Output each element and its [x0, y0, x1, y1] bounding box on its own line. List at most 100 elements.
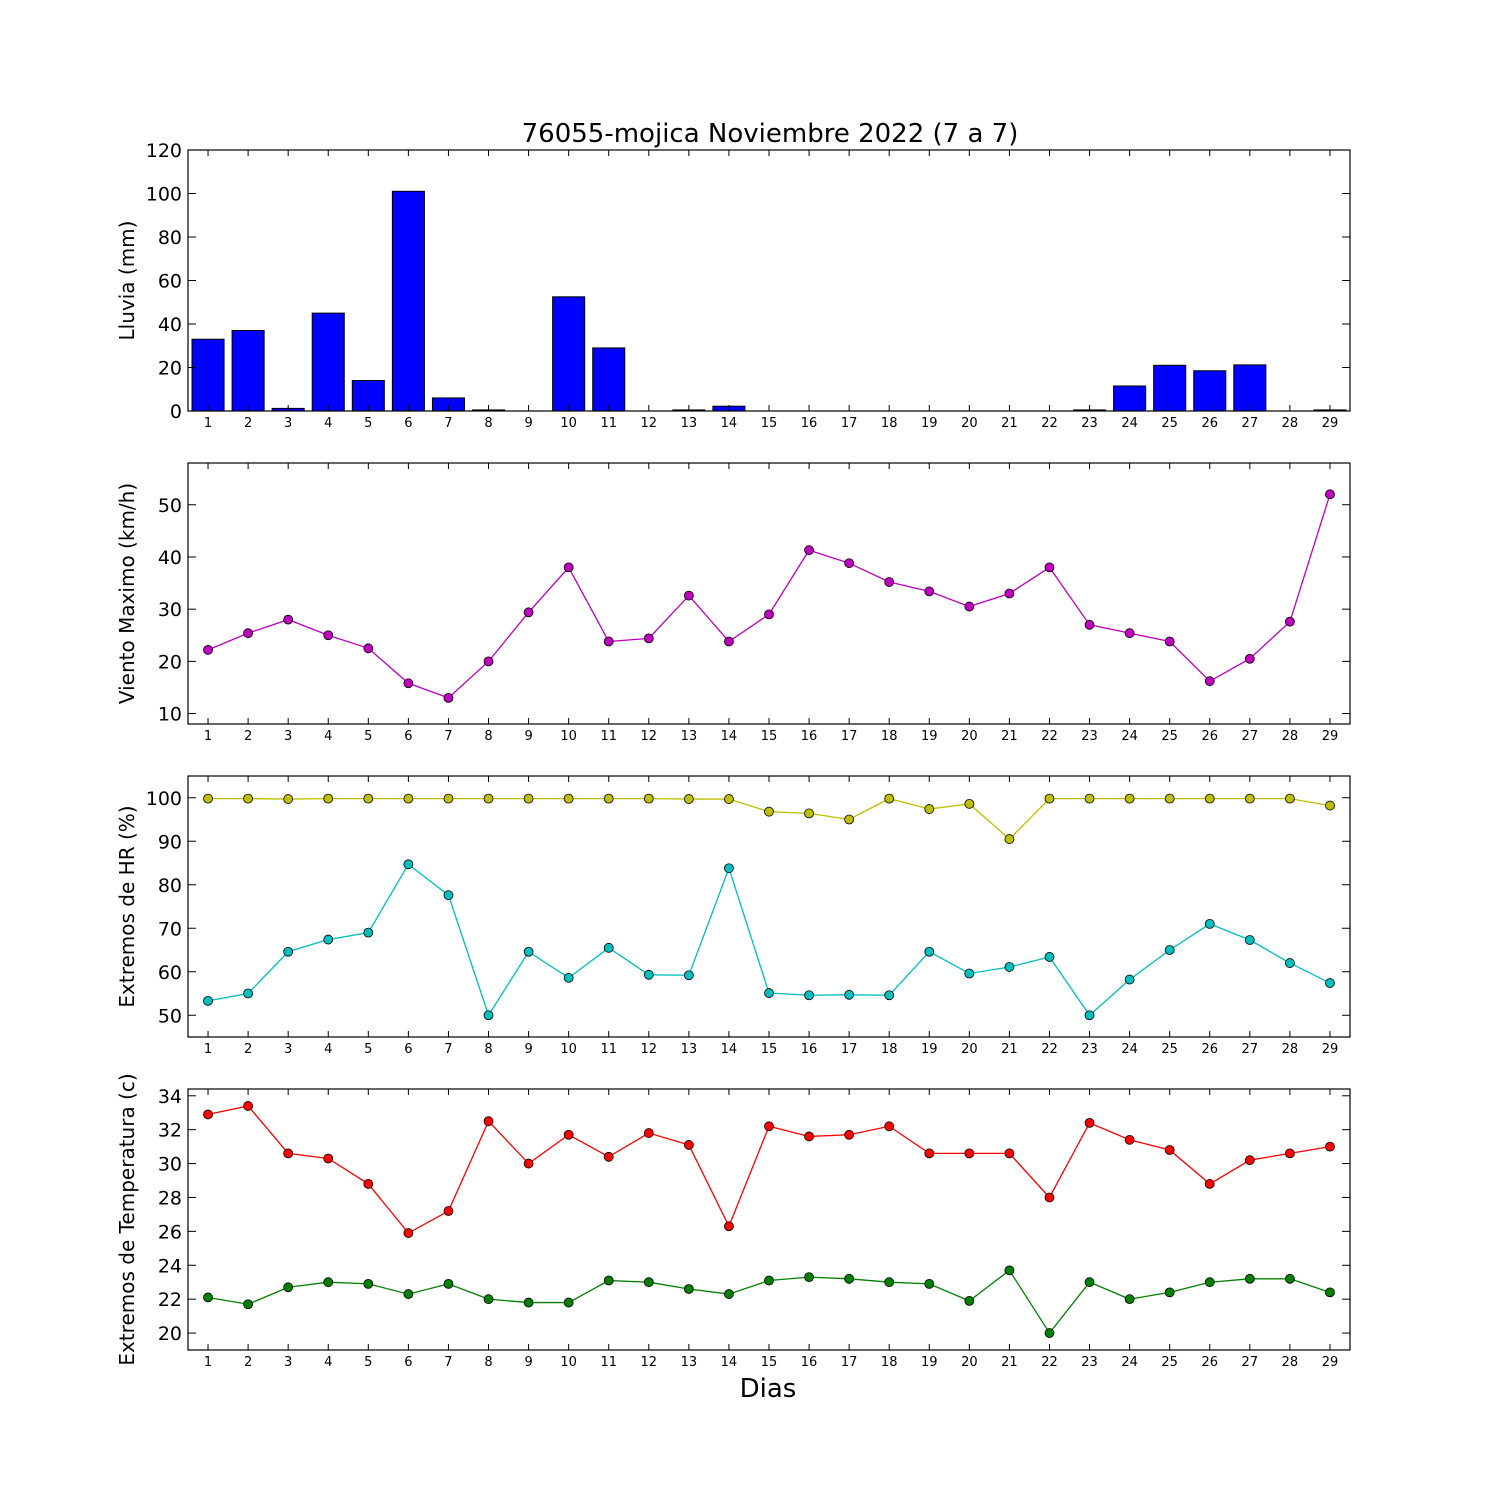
- x-tick-label: 1: [204, 729, 212, 744]
- x-tick-label: 8: [484, 729, 492, 744]
- x-tick-label: 8: [484, 1355, 492, 1370]
- x-tick-label: 2: [244, 416, 252, 431]
- x-axis-label: Dias: [740, 1374, 797, 1404]
- y-tick-label: 22: [158, 1289, 182, 1311]
- x-tick-label: 2: [244, 729, 252, 744]
- x-tick-label: 17: [841, 1355, 858, 1370]
- x-tick-label: 6: [404, 729, 412, 744]
- data-point-1-24: [1124, 793, 1135, 804]
- x-tick-label: 7: [444, 1355, 452, 1370]
- x-tick-label: 28: [1282, 1042, 1299, 1057]
- data-point-2-7: [443, 890, 454, 901]
- data-point-2-12: [643, 969, 654, 980]
- data-point-1-19: [924, 586, 935, 597]
- x-tick-label: 12: [641, 1355, 658, 1370]
- data-point-1-20: [964, 601, 975, 612]
- data-point-2-23: [1084, 1010, 1095, 1021]
- data-point-2-2: [243, 1299, 254, 1310]
- x-tick-label: 14: [721, 1355, 738, 1370]
- data-point-1-15: [764, 609, 774, 620]
- x-tick-label: 17: [841, 416, 858, 431]
- data-point-1-10: [563, 562, 574, 573]
- x-tick-label: 18: [881, 416, 898, 431]
- data-point-1-22: [1044, 562, 1055, 573]
- x-tick-label: 26: [1201, 1042, 1218, 1057]
- x-tick-label: 29: [1322, 729, 1339, 744]
- x-tick-label: 25: [1161, 416, 1178, 431]
- data-point-1-28: [1285, 1148, 1295, 1159]
- x-tick-label: 25: [1161, 1355, 1178, 1370]
- y-tick-label: 80: [158, 875, 182, 897]
- x-tick-label: 22: [1041, 1042, 1058, 1057]
- data-point-1-28: [1285, 793, 1295, 804]
- data-point-1-8: [483, 793, 494, 804]
- data-point-1-27: [1244, 1155, 1255, 1166]
- data-point-2-21: [1004, 962, 1015, 972]
- x-tick-label: 2: [244, 1355, 252, 1370]
- x-tick-label: 9: [524, 1042, 532, 1057]
- x-tick-label: 22: [1041, 729, 1058, 744]
- data-point-1-12: [643, 633, 654, 644]
- x-tick-label: 23: [1081, 729, 1098, 744]
- data-point-1-10: [563, 1129, 574, 1140]
- data-point-1-3: [283, 1148, 294, 1159]
- x-tick-label: 27: [1242, 416, 1259, 431]
- x-tick-label: 13: [681, 729, 698, 744]
- x-tick-label: 1: [204, 1042, 212, 1057]
- data-point-1-29: [1325, 489, 1335, 500]
- data-point-1-6: [403, 1228, 414, 1238]
- bar-1: [191, 338, 225, 412]
- data-point-1-10: [563, 793, 574, 804]
- data-point-1-8: [483, 656, 494, 667]
- data-point-1-15: [764, 806, 774, 817]
- data-point-2-5: [363, 927, 374, 938]
- x-tick-label: 5: [364, 1355, 372, 1370]
- data-point-1-2: [243, 793, 254, 804]
- x-tick-label: 11: [600, 729, 617, 744]
- data-point-1-22: [1044, 1192, 1055, 1203]
- data-point-2-5: [363, 1279, 374, 1289]
- data-point-1-24: [1124, 628, 1135, 639]
- x-tick-label: 25: [1161, 1042, 1178, 1057]
- data-point-1-8: [483, 1116, 494, 1127]
- x-tick-label: 24: [1121, 416, 1138, 431]
- data-point-1-28: [1285, 616, 1295, 627]
- data-point-1-29: [1325, 1141, 1335, 1152]
- x-tick-label: 23: [1081, 1042, 1098, 1057]
- bar-27: [1233, 364, 1267, 412]
- y-tick-label: 80: [158, 227, 182, 249]
- x-tick-label: 12: [641, 729, 658, 744]
- x-tick-label: 26: [1201, 416, 1218, 431]
- x-tick-label: 14: [721, 1042, 738, 1057]
- x-tick-label: 8: [484, 416, 492, 431]
- data-point-2-6: [403, 1289, 414, 1299]
- data-point-1-19: [924, 804, 935, 814]
- data-point-2-10: [563, 1297, 574, 1308]
- data-point-1-3: [283, 794, 294, 804]
- y-tick-label: 60: [158, 962, 182, 984]
- data-point-1-23: [1084, 1118, 1095, 1128]
- x-tick-label: 28: [1282, 729, 1299, 744]
- data-point-1-15: [764, 1121, 774, 1132]
- x-tick-label: 4: [324, 1042, 332, 1057]
- data-point-2-27: [1244, 935, 1255, 945]
- data-point-1-4: [323, 793, 334, 804]
- data-point-1-21: [1004, 588, 1015, 599]
- data-point-1-16: [804, 545, 814, 556]
- y-tick-label: 20: [158, 651, 182, 673]
- data-point-1-13: [683, 1140, 694, 1150]
- data-point-2-1: [203, 995, 213, 1006]
- y-tick-label: 70: [158, 918, 182, 940]
- y-tick-label: 28: [158, 1187, 182, 1209]
- y-tick-label: 34: [158, 1086, 182, 1108]
- x-tick-label: 22: [1041, 416, 1058, 431]
- x-tick-label: 29: [1322, 1355, 1339, 1370]
- y-tick-label: 30: [158, 599, 182, 621]
- x-tick-label: 20: [961, 729, 978, 744]
- data-point-1-22: [1044, 793, 1055, 804]
- x-tick-label: 16: [801, 1042, 818, 1057]
- data-point-2-18: [884, 990, 895, 1001]
- bar-4: [311, 312, 345, 412]
- x-tick-label: 18: [881, 1355, 898, 1370]
